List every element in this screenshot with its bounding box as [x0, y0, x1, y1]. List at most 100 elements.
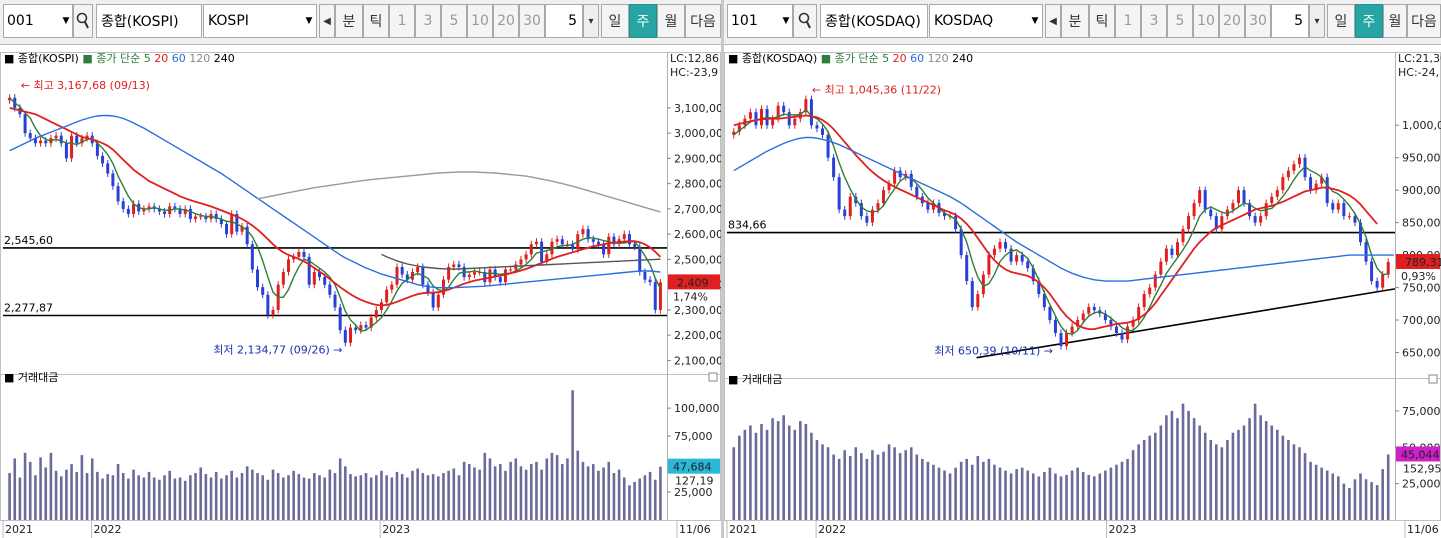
volume-bar: [1337, 476, 1340, 520]
date-label: 2021: [5, 523, 33, 536]
candle-body: [591, 239, 595, 242]
candle-body: [292, 256, 296, 260]
period-button[interactable]: 30: [1245, 4, 1271, 38]
volume-bar: [457, 475, 461, 520]
legend-item: 5: [882, 52, 893, 65]
index-select[interactable]: KOSDAQ ▼: [929, 4, 1043, 38]
volume-sub-value: 127,19: [675, 475, 714, 488]
candle-body: [1286, 170, 1290, 178]
candle-body: [173, 206, 177, 209]
candle-body: [1358, 222, 1362, 243]
period-button[interactable]: 20: [1219, 4, 1245, 38]
count-input[interactable]: 5: [1271, 4, 1309, 38]
low-annotation: 최저 650,39 (10/11) →: [934, 344, 1053, 357]
month-button[interactable]: 월: [1383, 4, 1407, 38]
candle-body: [348, 327, 352, 343]
candle-body: [837, 177, 841, 210]
count-spin-icon[interactable]: ▾: [1309, 4, 1325, 38]
stock-code-input[interactable]: 001 ▼: [3, 4, 73, 38]
volume-bar: [810, 432, 813, 520]
period-button[interactable]: 30: [519, 4, 545, 38]
period-button[interactable]: 3: [1141, 4, 1167, 38]
volume-bar: [1131, 450, 1135, 520]
day-button[interactable]: 일: [601, 4, 629, 38]
candle-body: [225, 224, 229, 235]
candle-body: [529, 244, 533, 255]
candle-body: [359, 325, 363, 331]
count-input[interactable]: 5: [545, 4, 583, 38]
search-icon[interactable]: [793, 4, 817, 38]
period-button[interactable]: 10: [467, 4, 493, 38]
minute-button[interactable]: 분: [335, 4, 363, 38]
volume-bar: [749, 425, 752, 520]
week-button[interactable]: 주: [1355, 4, 1383, 38]
candle-body: [882, 190, 886, 204]
price-chart[interactable]: 2,100,002,200,002,300,002,400,002,500,00…: [0, 0, 721, 538]
candle-body: [1386, 262, 1390, 275]
volume-bar: [581, 461, 585, 520]
candle-body: [498, 277, 502, 283]
date-label: 2022: [818, 523, 846, 536]
period-button[interactable]: 10: [1193, 4, 1219, 38]
level-label: 834,66: [728, 219, 767, 232]
search-icon[interactable]: [73, 4, 93, 38]
candle-body: [307, 256, 311, 285]
pane-toggle-icon: [1428, 374, 1438, 384]
legend-item: 20: [154, 52, 172, 65]
prev-arrow-icon[interactable]: ◀: [1045, 4, 1061, 38]
count-spin-icon[interactable]: ▾: [583, 4, 599, 38]
volume-bar: [173, 478, 177, 520]
volume-bar: [540, 469, 543, 520]
volume-bar: [297, 474, 301, 520]
moving-average-line-ma20: [9, 107, 662, 307]
next-button[interactable]: 다음: [685, 4, 721, 38]
volume-bar: [8, 473, 11, 520]
candle-body: [586, 229, 590, 240]
chevron-down-icon[interactable]: ▼: [62, 16, 70, 26]
volume-bar: [545, 458, 549, 520]
chevron-down-icon[interactable]: ▼: [1031, 16, 1039, 26]
next-button[interactable]: 다음: [1407, 4, 1441, 38]
week-button[interactable]: 주: [629, 4, 657, 38]
period-button[interactable]: 1: [1115, 4, 1141, 38]
candle-body: [1297, 157, 1301, 165]
volume-bar: [826, 447, 830, 520]
period-button[interactable]: 1: [389, 4, 415, 38]
volume-bar: [1364, 479, 1368, 520]
candle-body: [555, 239, 559, 242]
candle-body: [1020, 255, 1024, 262]
volume-bar: [385, 475, 388, 520]
candle-body: [1109, 320, 1113, 327]
candle-body: [1309, 177, 1313, 191]
candle-body: [607, 236, 611, 255]
price-chart[interactable]: 650,00700,00750,00800,00850,00900,00950,…: [724, 0, 1441, 538]
candle-body: [732, 131, 736, 135]
period-button[interactable]: 5: [1167, 4, 1193, 38]
y-tick-label: 2,700,00: [674, 203, 721, 216]
volume-bar: [158, 479, 161, 520]
day-button[interactable]: 일: [1327, 4, 1355, 38]
month-button[interactable]: 월: [657, 4, 685, 38]
volume-bar: [28, 461, 32, 520]
period-button[interactable]: 5: [441, 4, 467, 38]
minute-button[interactable]: 분: [1061, 4, 1089, 38]
panel-divider[interactable]: [721, 0, 724, 538]
candle-body: [416, 266, 420, 273]
volume-bar: [34, 475, 37, 520]
chevron-down-icon[interactable]: ▼: [305, 16, 313, 26]
volume-bar: [163, 475, 166, 520]
candle-body: [1325, 177, 1329, 204]
volume-bar: [1104, 470, 1107, 520]
prev-arrow-icon[interactable]: ◀: [319, 4, 335, 38]
chevron-down-icon[interactable]: ▼: [782, 16, 790, 26]
index-select[interactable]: KOSPI ▼: [203, 4, 317, 38]
period-button[interactable]: 20: [493, 4, 519, 38]
stock-name-field[interactable]: 종합(KOSPI): [96, 4, 202, 38]
period-button[interactable]: 3: [415, 4, 441, 38]
tick-button[interactable]: 틱: [363, 4, 389, 38]
stock-code-input[interactable]: 101 ▼: [727, 4, 793, 38]
volume-bar: [1065, 474, 1068, 520]
tick-button[interactable]: 틱: [1089, 4, 1115, 38]
volume-bar: [793, 429, 797, 520]
stock-name-field[interactable]: 종합(KOSDAQ): [820, 4, 928, 38]
